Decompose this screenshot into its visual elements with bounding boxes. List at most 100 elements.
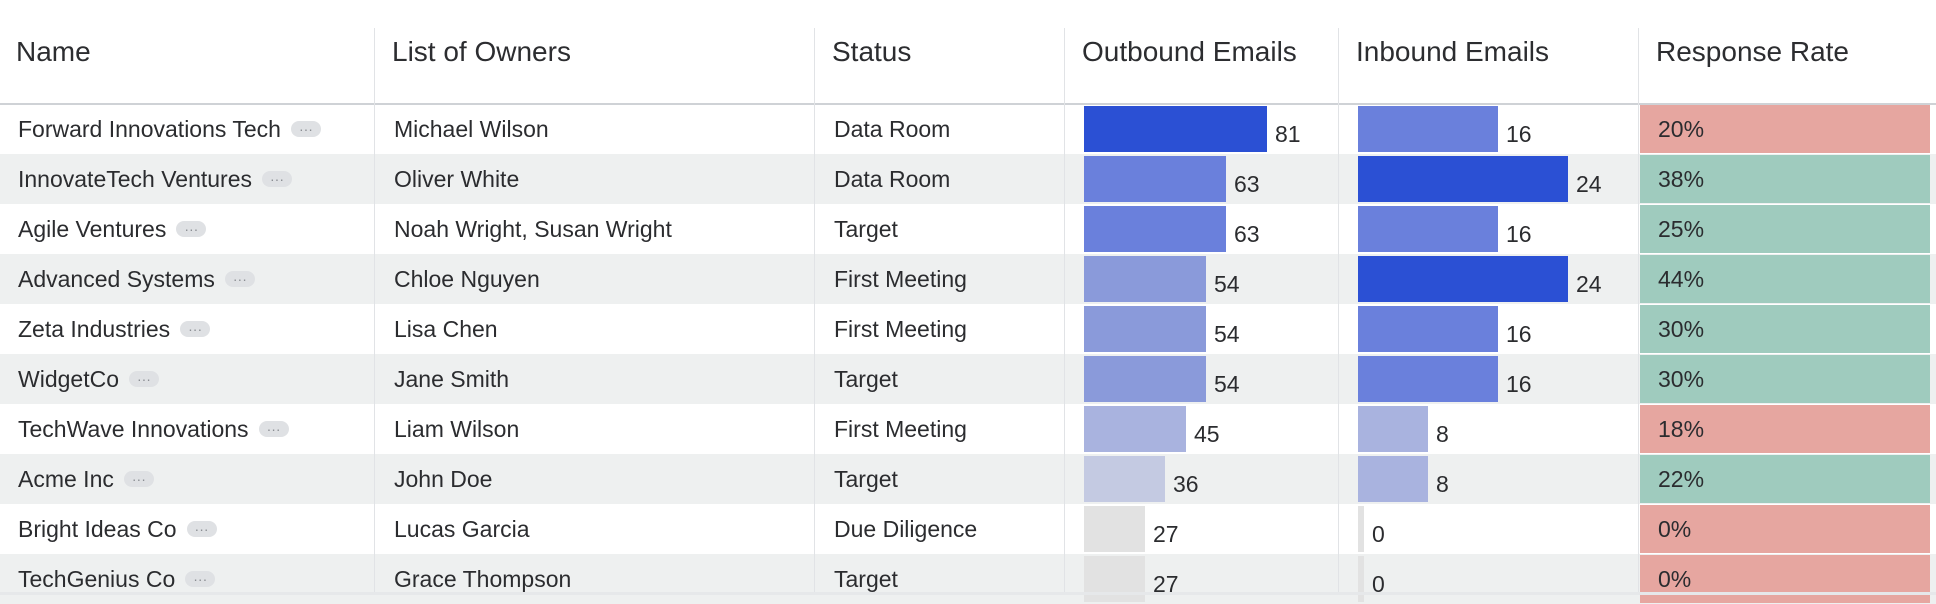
table-row[interactable]: Zeta Industries ··· Lisa Chen First Meeting… [0,304,1936,354]
inbound-bar [1358,556,1364,602]
response-rate-cell[interactable]: 30% [1640,355,1930,403]
table-row[interactable]: WidgetCo ··· Jane Smith Target 54 16 30% [0,354,1936,404]
more-options-icon[interactable]: ··· [262,171,292,187]
more-options-icon[interactable]: ··· [128,371,159,387]
company-name[interactable]: TechGenius Co [18,565,176,592]
cell-name[interactable]: Agile Ventures ··· [18,204,368,254]
cell-owners[interactable]: Chloe Nguyen [394,265,540,292]
cell-owners[interactable]: Noah Wright, Susan Wright [394,215,672,242]
table-row[interactable]: Agile Ventures ··· Noah Wright, Susan Wrig… [0,204,1936,254]
inbound-bar [1358,356,1498,402]
cell-status[interactable]: Target [834,565,898,592]
company-name[interactable]: Zeta Industries [18,315,171,342]
cell-name[interactable]: InnovateTech Ventures ··· [18,154,368,204]
cell-name[interactable]: Forward Innovations Tech ··· [18,104,368,154]
cell-owners[interactable]: Jane Smith [394,365,510,392]
outbound-value: 54 [1214,371,1240,397]
company-name[interactable]: InnovateTech Ventures [18,165,252,192]
more-options-icon[interactable]: ··· [258,421,289,437]
response-rate-cell[interactable]: 18% [1640,405,1930,453]
cell-owners[interactable]: Liam Wilson [394,415,520,442]
outbound-bar [1084,356,1206,402]
column-divider[interactable] [374,28,375,592]
inbound-bar [1358,106,1498,152]
cell-owners[interactable]: Grace Thompson [394,565,572,592]
inbound-bar [1358,156,1568,202]
column-divider[interactable] [1064,28,1065,592]
company-name[interactable]: TechWave Innovations [18,415,249,442]
cell-status[interactable]: Target [834,465,898,492]
response-rate-cell[interactable]: 38% [1640,155,1930,203]
table-row[interactable]: Acme Inc ··· John Doe Target 36 8 22% [0,454,1936,504]
cell-status[interactable]: First Meeting [834,415,967,442]
response-rate-cell[interactable]: 20% [1640,105,1930,153]
table-row[interactable]: TechWave Innovations ··· Liam Wilson First … [0,404,1936,454]
response-rate-cell[interactable]: 44% [1640,255,1930,303]
cell-owners[interactable]: Lucas Garcia [394,515,530,542]
outbound-value: 81 [1275,121,1301,147]
response-rate-cell[interactable]: 30% [1640,305,1930,353]
cell-status[interactable]: Data Room [834,165,951,192]
table-row[interactable]: TechGenius Co ··· Grace Thompson Target 27 0 0… [0,554,1936,604]
cell-owners[interactable]: Michael Wilson [394,115,549,142]
company-name[interactable]: Acme Inc [18,465,114,492]
cell-status[interactable]: Due Diligence [834,515,978,542]
cell-name[interactable]: Advanced Systems ··· [18,254,368,304]
outbound-bar [1084,406,1186,452]
inbound-value: 16 [1506,321,1532,347]
more-options-icon[interactable]: ··· [185,571,216,587]
column-divider[interactable] [1638,28,1639,592]
inbound-bar [1358,456,1428,502]
column-divider[interactable] [1338,28,1339,592]
company-name[interactable]: Agile Ventures [18,215,167,242]
response-rate-cell[interactable]: 25% [1640,205,1930,253]
cell-owners[interactable]: Oliver White [394,165,520,192]
cell-status[interactable]: Data Room [834,115,951,142]
response-rate-cell[interactable]: 22% [1640,455,1930,503]
table-row[interactable]: InnovateTech Ventures ··· Oliver White Data… [0,154,1936,204]
column-divider[interactable] [814,28,815,592]
more-options-icon[interactable]: ··· [290,121,321,137]
response-rate-cell[interactable]: 0% [1640,505,1930,553]
column-header-status[interactable]: Status [832,35,912,67]
more-options-icon[interactable]: ··· [123,471,154,487]
table-bottom-border [0,592,1936,595]
company-name[interactable]: Bright Ideas Co [18,515,177,542]
table-header: Name List of Owners Status Outbound Emai… [0,0,1936,105]
inbound-bar [1358,256,1568,302]
cell-name[interactable]: TechWave Innovations ··· [18,404,368,454]
cell-status[interactable]: Target [834,215,898,242]
more-options-icon[interactable]: ··· [176,221,207,237]
response-rate-cell[interactable]: 0% [1640,555,1930,603]
column-header-outbound[interactable]: Outbound Emails [1082,35,1297,67]
company-name[interactable]: Forward Innovations Tech [18,115,281,142]
inbound-value: 16 [1506,121,1532,147]
table-row[interactable]: Forward Innovations Tech ··· Michael Wilso… [0,104,1936,154]
column-header-inbound[interactable]: Inbound Emails [1356,35,1550,67]
table-row[interactable]: Bright Ideas Co ··· Lucas Garcia Due Dilige… [0,504,1936,554]
column-header-name[interactable]: Name [16,35,91,67]
more-options-icon[interactable]: ··· [180,321,211,337]
column-header-response-rate[interactable]: Response Rate [1656,35,1850,67]
cell-name[interactable]: Zeta Industries ··· [18,304,368,354]
cell-name[interactable]: TechGenius Co ··· [18,554,368,604]
inbound-value: 8 [1436,471,1449,497]
cell-name[interactable]: Acme Inc ··· [18,454,368,504]
cell-name[interactable]: Bright Ideas Co ··· [18,504,368,554]
more-options-icon[interactable]: ··· [186,521,217,537]
cell-owners[interactable]: Lisa Chen [394,315,498,342]
cell-name[interactable]: WidgetCo ··· [18,354,368,404]
outbound-bar [1084,156,1226,202]
cell-status[interactable]: First Meeting [834,315,967,342]
outbound-value: 45 [1194,421,1220,447]
outbound-value: 63 [1234,221,1260,247]
cell-status[interactable]: Target [834,365,898,392]
table-row[interactable]: Advanced Systems ··· Chloe Nguyen First Mee… [0,254,1936,304]
cell-owners[interactable]: John Doe [394,465,493,492]
inbound-bar [1358,306,1498,352]
more-options-icon[interactable]: ··· [224,271,255,287]
company-name[interactable]: Advanced Systems [18,265,215,292]
column-header-owners[interactable]: List of Owners [392,35,571,67]
cell-status[interactable]: First Meeting [834,265,967,292]
company-name[interactable]: WidgetCo [18,365,119,392]
